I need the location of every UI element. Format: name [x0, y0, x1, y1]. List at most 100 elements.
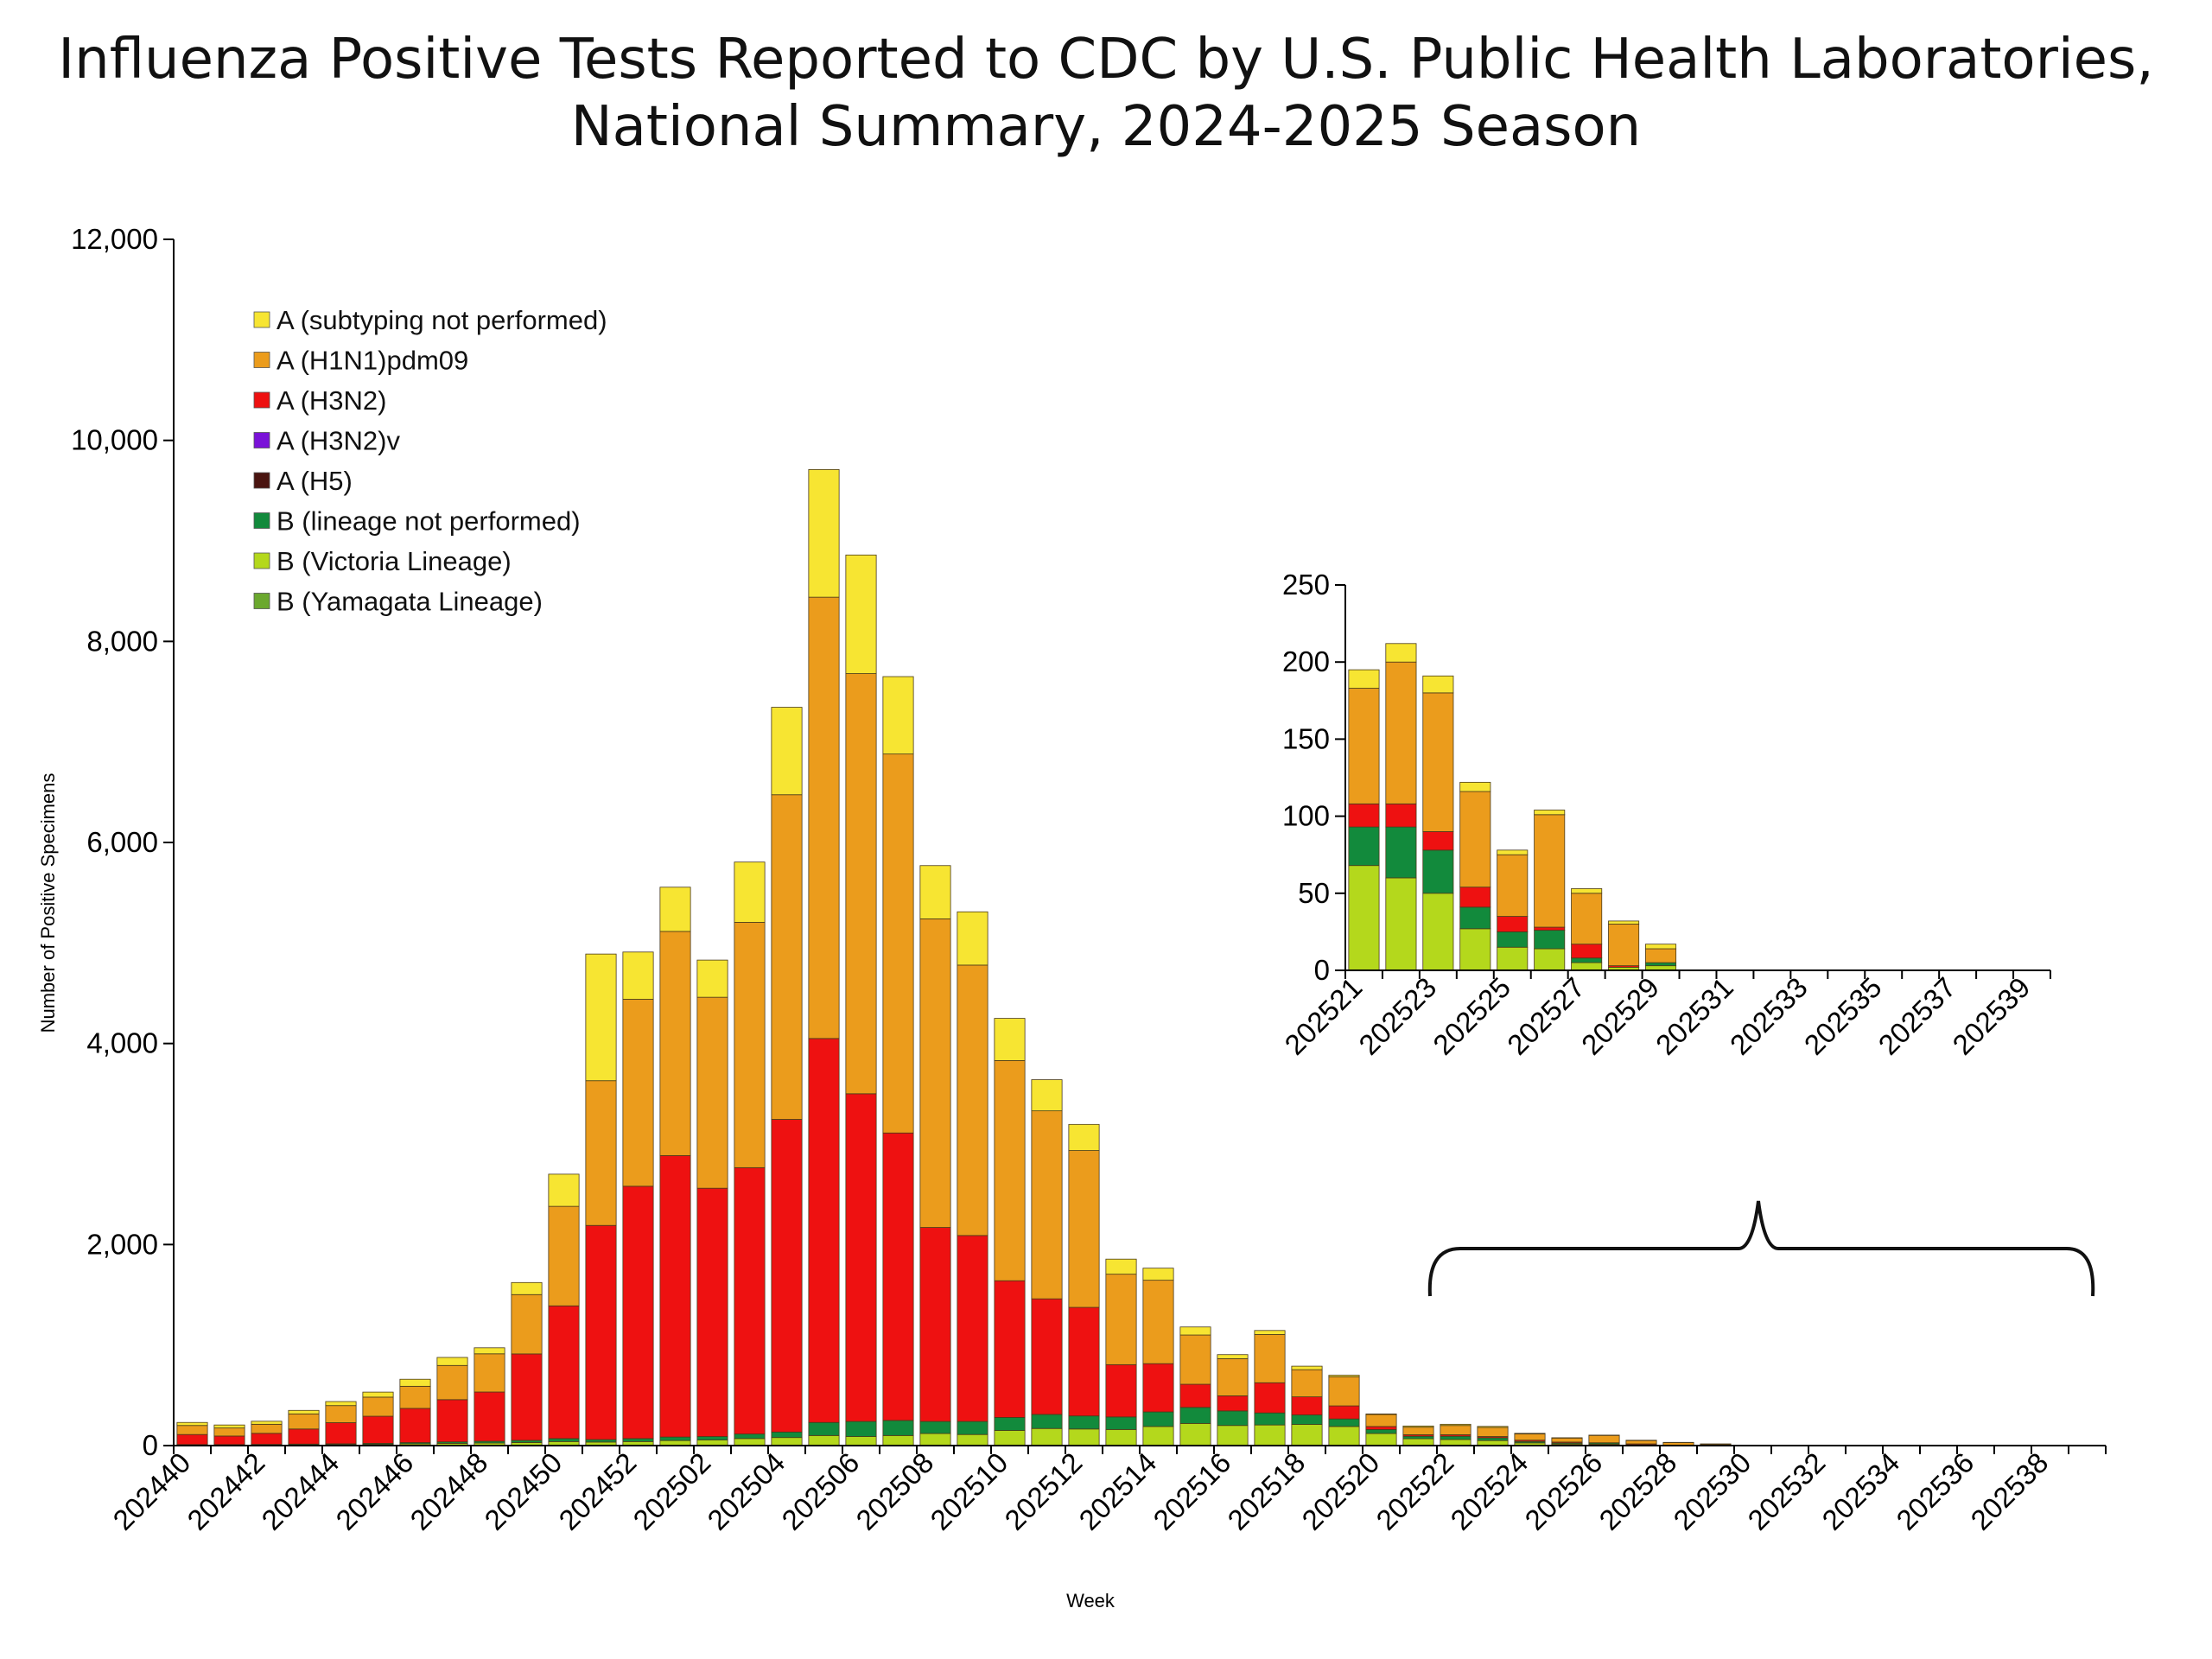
bar-segment-202507-b_victoria: [882, 1434, 914, 1446]
bar-segment-202441-a_h1n1: [213, 1427, 245, 1437]
bar-segment-202501-a_h1n1: [659, 931, 691, 1156]
bar-segment-202516-b_lineage_np: [1217, 1410, 1249, 1427]
bar-segment-202521-b_lineage_np: [1348, 826, 1380, 867]
bar-segment-202524-a_not_subtyped: [1514, 1433, 1546, 1434]
x-tick-label: 202532: [1741, 1446, 1831, 1536]
bar-segment-202510-a_not_subtyped: [994, 1018, 1026, 1061]
y-tick-label: 10,000: [71, 424, 158, 456]
bar-segment-202515-b_victoria: [1179, 1423, 1211, 1446]
bar-segment-202515-a_h1n1: [1179, 1334, 1211, 1385]
bar-segment-202450-a_h1n1: [548, 1205, 580, 1306]
bar-segment-202516-a_h1n1: [1217, 1357, 1249, 1396]
bar-segment-202508-a_h1n1: [919, 918, 951, 1228]
bar-segment-202519-a_not_subtyped: [1328, 1375, 1360, 1377]
bar-segment-202441-a_h3n2: [213, 1435, 245, 1446]
bar-segment-202513-b_lineage_np: [1105, 1416, 1137, 1430]
bar-segment-202449-a_h3n2: [511, 1353, 543, 1441]
bar-segment-202505-b_lineage_np: [808, 1421, 840, 1436]
bar-segment-202503-a_not_subtyped: [734, 861, 766, 923]
legend-item: B (Victoria Lineage): [253, 546, 512, 576]
bar-segment-202506-b_lineage_np: [845, 1421, 877, 1437]
legend-label: B (lineage not performed): [276, 506, 581, 537]
bar-segment-202522-b_lineage_np: [1385, 826, 1417, 879]
bar-segment-202448-a_h1n1: [474, 1353, 505, 1393]
x-tick-label: 202536: [1890, 1446, 1980, 1536]
inset-axes: [1344, 585, 2051, 979]
bar-segment-202448-a_not_subtyped: [474, 1347, 505, 1355]
bar-segment-202501-a_h3n2: [659, 1154, 691, 1438]
bar-segment-202524-a_h3n2: [1459, 887, 1491, 908]
bar-segment-202511-a_not_subtyped: [1031, 1079, 1063, 1112]
bar-segment-202443-a_h1n1: [288, 1413, 320, 1430]
bar-segment-202519-b_lineage_np: [1328, 1418, 1360, 1427]
main-bars: [176, 469, 1732, 1446]
legend-swatch: [253, 512, 270, 529]
bar-segment-202525-a_not_subtyped: [1497, 849, 1529, 855]
bar-segment-202440-a_not_subtyped: [176, 1421, 208, 1427]
bar-segment-202517-a_not_subtyped: [1254, 1330, 1286, 1335]
legend-swatch: [253, 432, 270, 448]
x-tick-label: 202502: [626, 1446, 716, 1536]
bar-segment-202451-a_not_subtyped: [585, 953, 617, 1082]
bar-segment-202502-a_h3n2: [696, 1187, 728, 1437]
bar-segment-202518-b_lineage_np: [1291, 1414, 1323, 1425]
bar-segment-202507-a_h1n1: [882, 753, 914, 1134]
bar-segment-202452-a_h1n1: [622, 999, 654, 1187]
bar-segment-202529-b_lineage_np: [1645, 962, 1677, 967]
inset-bars: [1348, 643, 1677, 971]
bar-segment-202508-a_h3n2: [919, 1227, 951, 1422]
bar-segment-202444-a_h3n2: [325, 1422, 357, 1445]
bar-segment-202522-a_h1n1: [1385, 661, 1417, 804]
bar-segment-202512-b_victoria: [1068, 1428, 1100, 1446]
main-x-axis-ticks: 2024402024422024442024462024482024502024…: [106, 1446, 2054, 1536]
bar-segment-202447-a_not_subtyped: [436, 1357, 468, 1366]
bar-segment-202443-a_not_subtyped: [288, 1409, 320, 1414]
bar-segment-202502-a_not_subtyped: [696, 959, 728, 998]
legend-item: A (H5): [253, 466, 353, 496]
bar-segment-202440-a_h3n2: [176, 1433, 208, 1446]
bar-segment-202526-a_h1n1: [1534, 814, 1566, 928]
bar-segment-202523-a_h3n2: [1422, 831, 1454, 851]
bar-segment-202527-a_not_subtyped: [1571, 888, 1603, 894]
x-tick-label: 202512: [998, 1446, 1088, 1536]
x-tick-label: 202528: [1592, 1446, 1682, 1536]
y-tick-label: 0: [1314, 954, 1330, 986]
chart-title-line-2: National Summary, 2024-2025 Season: [570, 95, 1642, 159]
bar-segment-202521-b_victoria: [1402, 1438, 1434, 1446]
bar-segment-202517-a_h3n2: [1254, 1382, 1286, 1414]
bar-segment-202450-b_lineage_np: [548, 1438, 580, 1442]
bar-segment-202445-a_h3n2: [362, 1415, 394, 1444]
x-tick-label: 202529: [1575, 971, 1665, 1061]
bar-segment-202505-a_not_subtyped: [808, 469, 840, 598]
legend-item: A (subtyping not performed): [253, 305, 607, 335]
bar-segment-202524-b_victoria: [1459, 928, 1491, 971]
legend-label: A (subtyping not performed): [276, 305, 607, 335]
bar-segment-202504-a_h1n1: [771, 794, 803, 1120]
bar-segment-202507-a_not_subtyped: [882, 676, 914, 755]
legend-item: B (lineage not performed): [253, 506, 581, 537]
bar-segment-202526-b_lineage_np: [1534, 930, 1566, 950]
bar-segment-202452-a_not_subtyped: [622, 951, 654, 1000]
bar-segment-202509-b_lineage_np: [957, 1421, 988, 1435]
bar-segment-202527-a_h1n1: [1571, 893, 1603, 945]
bar-segment-202527-a_h1n1: [1625, 1440, 1657, 1445]
bar-segment-202519-b_victoria: [1328, 1426, 1360, 1446]
bar-segment-202445-a_not_subtyped: [362, 1391, 394, 1398]
bar-segment-202502-a_h1n1: [696, 996, 728, 1189]
bar-segment-202503-a_h1n1: [734, 922, 766, 1168]
bar-segment-202522-a_not_subtyped: [1440, 1423, 1471, 1427]
bar-segment-202520-a_h3n2: [1365, 1426, 1397, 1430]
bar-segment-202515-b_lineage_np: [1179, 1407, 1211, 1424]
bar-segment-202452-a_h3n2: [622, 1185, 654, 1440]
bar-segment-202525-a_h3n2: [1497, 916, 1529, 932]
legend-swatch: [253, 593, 270, 609]
x-tick-label: 202516: [1147, 1446, 1236, 1536]
bar-segment-202520-b_lineage_np: [1365, 1428, 1397, 1434]
bar-segment-202512-a_h3n2: [1068, 1306, 1100, 1417]
x-tick-label: 202514: [1072, 1446, 1162, 1536]
bar-segment-202511-a_h1n1: [1031, 1110, 1063, 1300]
x-tick-label: 202442: [181, 1446, 270, 1536]
x-tick-label: 202448: [404, 1446, 493, 1536]
bar-segment-202517-b_lineage_np: [1254, 1412, 1286, 1426]
x-tick-label: 202510: [924, 1446, 1014, 1536]
